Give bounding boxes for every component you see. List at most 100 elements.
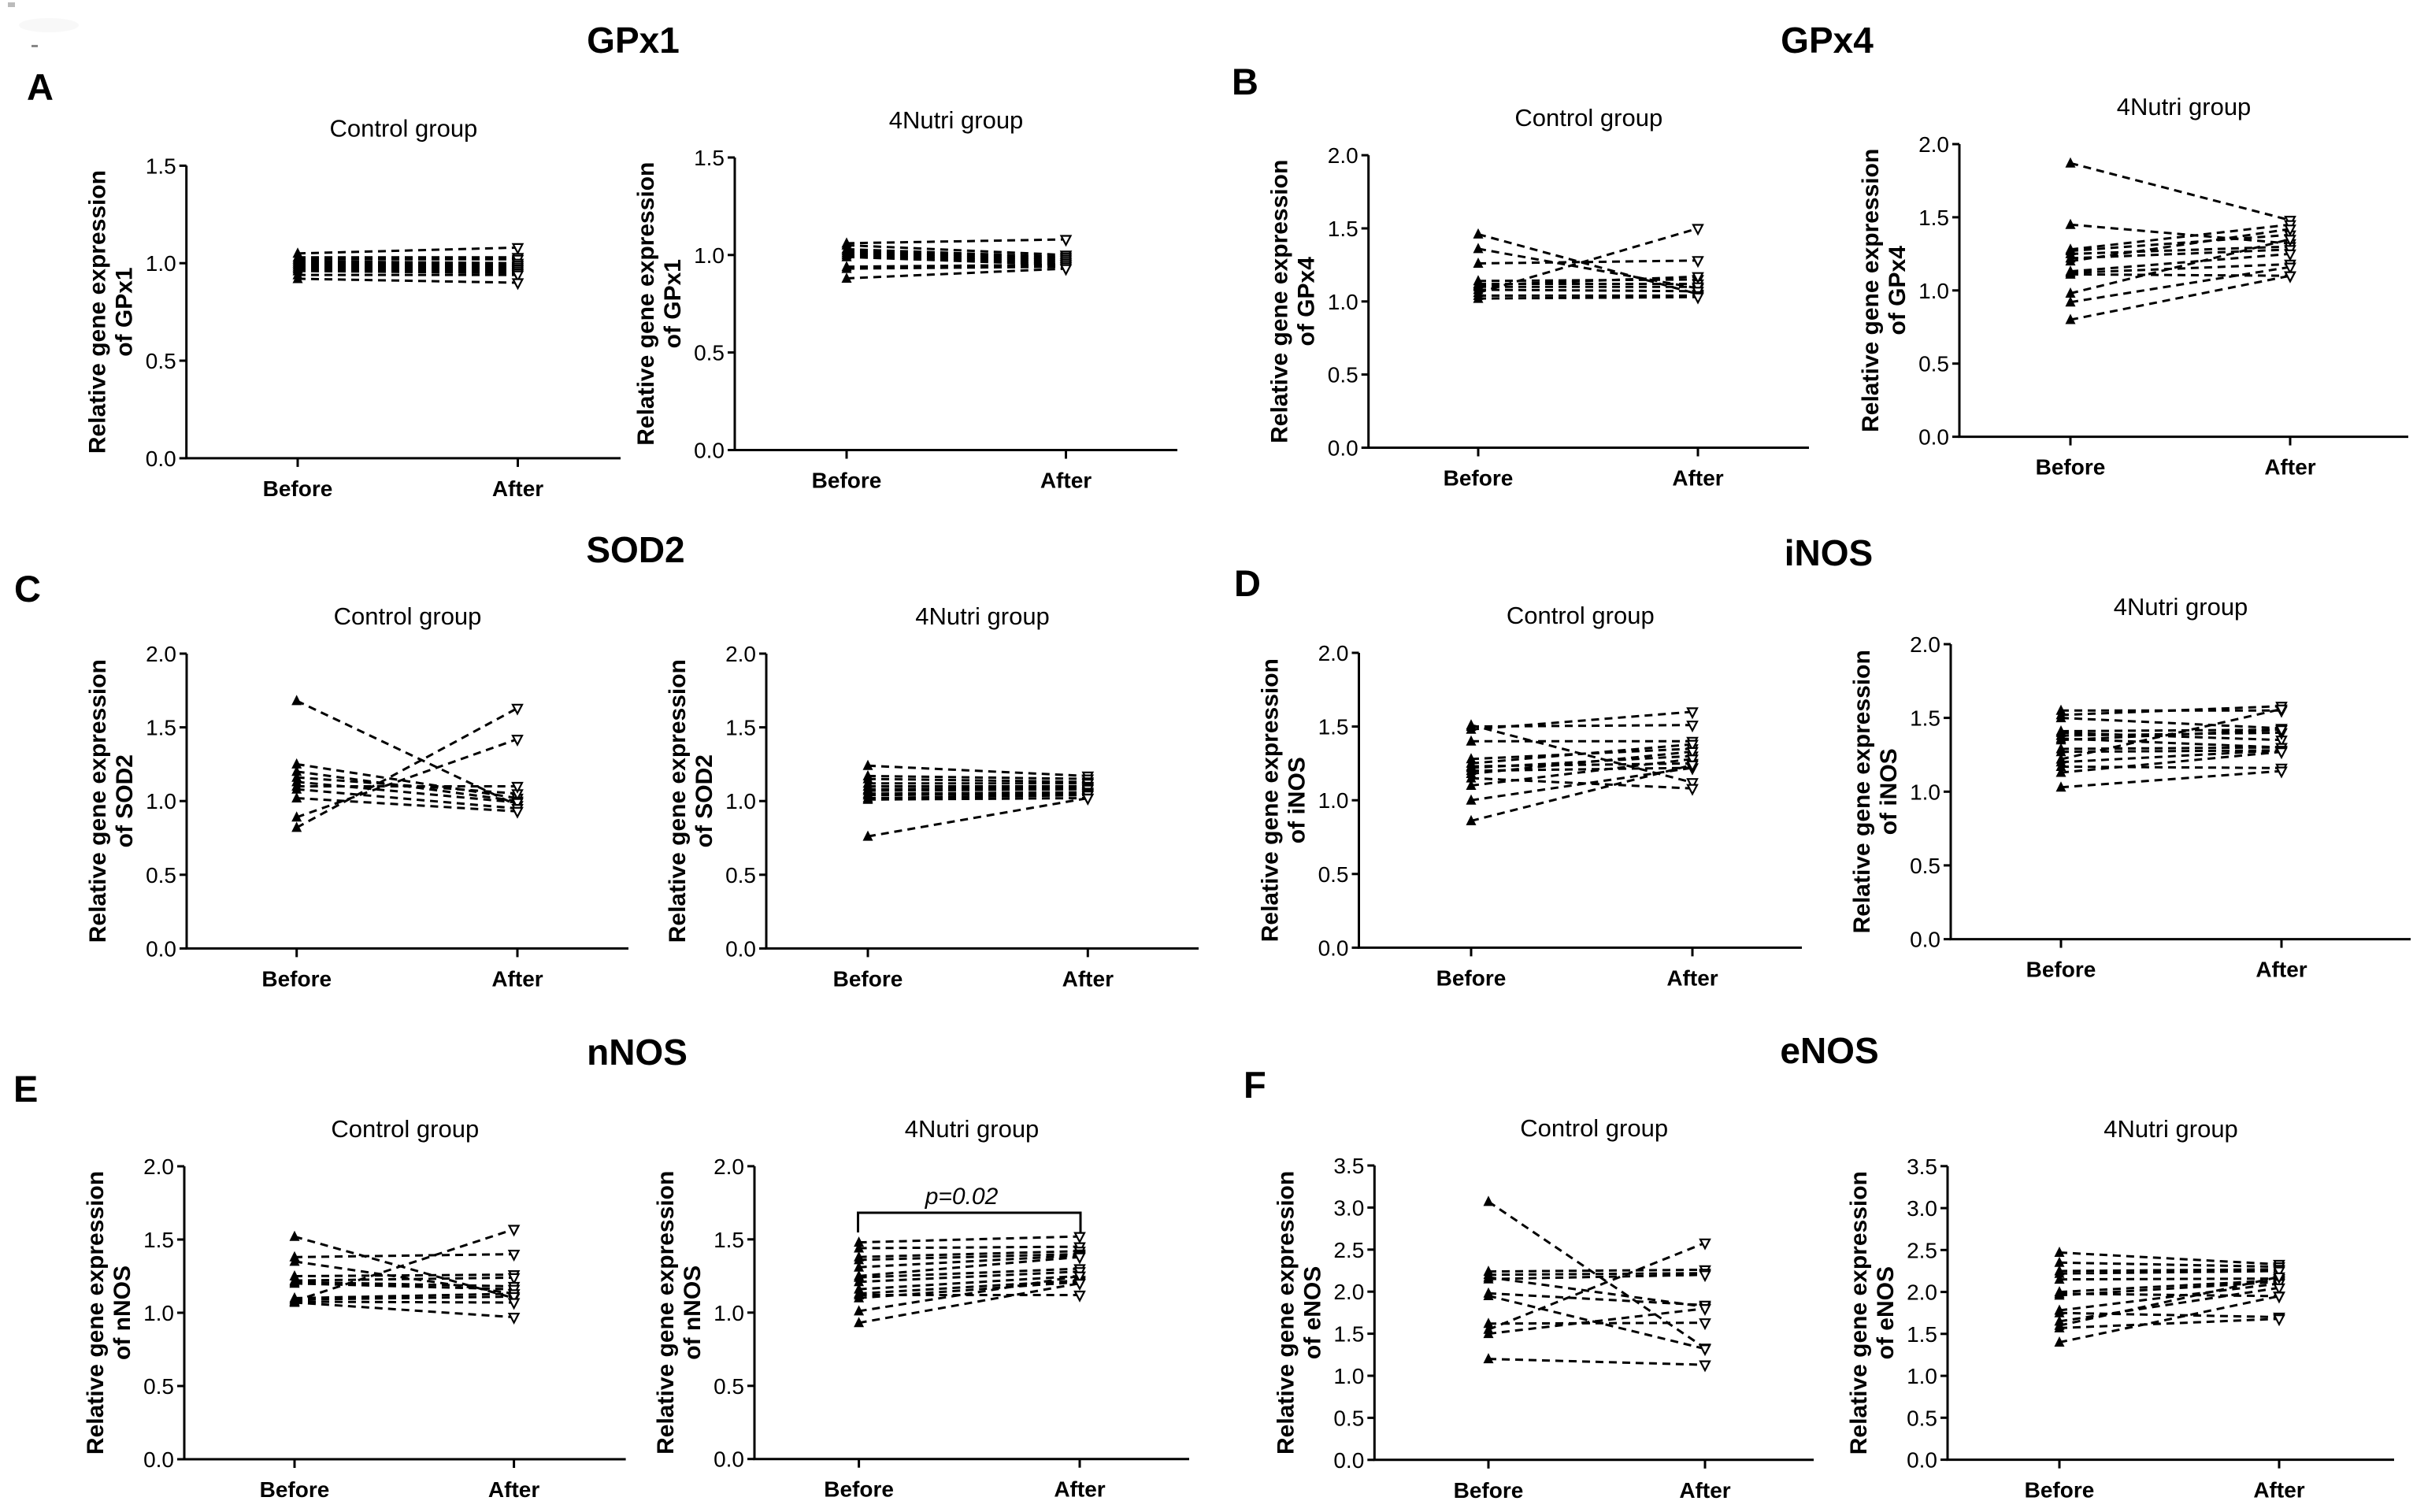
svg-text:1.0: 1.0	[1333, 1364, 1364, 1388]
svg-text:Before: Before	[261, 966, 332, 991]
svg-text:After: After	[2255, 958, 2307, 982]
svg-text:After: After	[2253, 1478, 2304, 1503]
svg-text:1.0: 1.0	[1318, 788, 1349, 813]
svg-text:Before: Before	[263, 476, 333, 501]
svg-text:of eNOS: of eNOS	[1873, 1266, 1899, 1359]
svg-text:3.0: 3.0	[1333, 1195, 1364, 1220]
svg-text:1.0: 1.0	[714, 1301, 744, 1325]
svg-text:4Nutri group: 4Nutri group	[2103, 1115, 2238, 1143]
svg-text:Before: Before	[1444, 466, 1514, 491]
svg-text:0.0: 0.0	[1328, 436, 1358, 461]
svg-text:2.0: 2.0	[725, 642, 756, 666]
svg-text:2.0: 2.0	[1907, 1280, 1937, 1305]
svg-text:of iNOS: of iNOS	[1876, 748, 1902, 835]
svg-text:Relative gene expression: Relative gene expression	[1258, 658, 1284, 942]
svg-text:Control group: Control group	[329, 114, 477, 142]
svg-text:D: D	[1234, 562, 1261, 604]
svg-text:1.5: 1.5	[694, 146, 725, 170]
svg-text:Relative gene expression: Relative gene expression	[1846, 1171, 1872, 1455]
svg-text:p=0.02: p=0.02	[925, 1184, 999, 1210]
svg-text:2.0: 2.0	[1318, 641, 1349, 665]
svg-text:F: F	[1244, 1064, 1266, 1106]
svg-text:of GPx4: of GPx4	[1885, 246, 1911, 335]
svg-text:E: E	[13, 1068, 38, 1110]
svg-text:of SOD2: of SOD2	[112, 754, 138, 847]
svg-text:1.5: 1.5	[714, 1228, 744, 1252]
svg-text:Relative gene expression: Relative gene expression	[1849, 650, 1875, 933]
svg-text:2.0: 2.0	[1333, 1280, 1364, 1304]
svg-text:0.5: 0.5	[1910, 854, 1940, 878]
svg-text:Control group: Control group	[1520, 1114, 1668, 1142]
svg-text:Control group: Control group	[1507, 602, 1655, 629]
svg-text:2.0: 2.0	[146, 642, 176, 666]
svg-text:Relative gene expression: Relative gene expression	[85, 659, 111, 943]
svg-text:1.5: 1.5	[143, 1228, 174, 1252]
svg-text:Before: Before	[812, 469, 882, 493]
svg-text:eNOS: eNOS	[1780, 1030, 1878, 1071]
svg-text:0.0: 0.0	[1910, 928, 1940, 952]
svg-text:0.5: 0.5	[1918, 352, 1949, 376]
svg-text:Relative gene expression: Relative gene expression	[83, 1171, 109, 1455]
svg-text:Before: Before	[833, 966, 903, 991]
svg-text:of SOD2: of SOD2	[691, 754, 717, 847]
svg-text:1.5: 1.5	[1907, 1322, 1937, 1347]
svg-text:0.0: 0.0	[694, 439, 725, 463]
svg-text:3.5: 3.5	[1333, 1154, 1364, 1178]
svg-text:2.5: 2.5	[1333, 1238, 1364, 1262]
svg-text:1.5: 1.5	[146, 154, 176, 178]
svg-text:After: After	[1672, 466, 1723, 491]
svg-text:Before: Before	[260, 1477, 330, 1502]
svg-text:After: After	[491, 966, 543, 991]
svg-text:1.0: 1.0	[1910, 780, 1940, 804]
svg-text:1.5: 1.5	[1318, 715, 1349, 739]
svg-text:0.0: 0.0	[714, 1447, 744, 1472]
svg-text:1.5: 1.5	[1333, 1322, 1364, 1347]
svg-text:0.5: 0.5	[1318, 862, 1349, 887]
svg-text:0.5: 0.5	[1333, 1406, 1364, 1430]
svg-text:1.0: 1.0	[146, 789, 176, 813]
svg-text:0.5: 0.5	[143, 1374, 174, 1399]
svg-text:GPx1: GPx1	[587, 20, 680, 61]
svg-text:Control group: Control group	[1514, 104, 1662, 132]
svg-text:1.0: 1.0	[146, 251, 176, 276]
svg-text:1.0: 1.0	[725, 789, 756, 813]
svg-text:1.5: 1.5	[1910, 706, 1940, 731]
svg-text:of GPx4: of GPx4	[1294, 257, 1320, 346]
svg-text:A: A	[27, 66, 54, 108]
svg-text:2.5: 2.5	[1907, 1238, 1937, 1262]
svg-text:1.0: 1.0	[1328, 290, 1358, 314]
svg-text:Relative gene expression: Relative gene expression	[653, 1171, 679, 1455]
svg-text:of nNOS: of nNOS	[109, 1266, 135, 1360]
svg-text:Relative gene expression: Relative gene expression	[1267, 160, 1293, 443]
svg-text:Before: Before	[2036, 455, 2106, 480]
svg-text:After: After	[488, 1477, 539, 1502]
svg-text:3.5: 3.5	[1907, 1154, 1937, 1179]
svg-text:Relative gene expression: Relative gene expression	[1858, 149, 1884, 432]
svg-text:of eNOS: of eNOS	[1299, 1266, 1325, 1359]
svg-text:1.5: 1.5	[725, 716, 756, 740]
svg-text:B: B	[1232, 61, 1258, 102]
svg-text:Relative gene expression: Relative gene expression	[633, 162, 659, 446]
svg-text:After: After	[492, 476, 543, 501]
svg-text:0.5: 0.5	[146, 863, 176, 888]
svg-text:Control group: Control group	[331, 1115, 479, 1143]
svg-text:4Nutri group: 4Nutri group	[905, 1115, 1040, 1143]
svg-text:0.0: 0.0	[1907, 1448, 1937, 1473]
svg-text:SOD2: SOD2	[586, 529, 684, 570]
svg-text:1.0: 1.0	[1907, 1364, 1937, 1388]
svg-text:0.5: 0.5	[1907, 1406, 1937, 1430]
svg-text:4Nutri group: 4Nutri group	[915, 602, 1050, 630]
svg-text:1.0: 1.0	[694, 243, 725, 268]
svg-text:1.0: 1.0	[143, 1301, 174, 1325]
svg-text:Relative gene expression: Relative gene expression	[85, 170, 111, 454]
svg-text:0.0: 0.0	[1318, 936, 1349, 960]
svg-text:2.0: 2.0	[143, 1154, 174, 1179]
svg-text:After: After	[1679, 1478, 1730, 1503]
svg-text:0.0: 0.0	[725, 936, 756, 961]
svg-text:2.0: 2.0	[714, 1154, 744, 1179]
svg-text:Before: Before	[824, 1477, 894, 1502]
svg-text:1.5: 1.5	[1328, 217, 1358, 241]
svg-text:3.0: 3.0	[1907, 1196, 1937, 1221]
svg-text:0.0: 0.0	[146, 936, 176, 961]
svg-text:After: After	[1666, 965, 1718, 990]
